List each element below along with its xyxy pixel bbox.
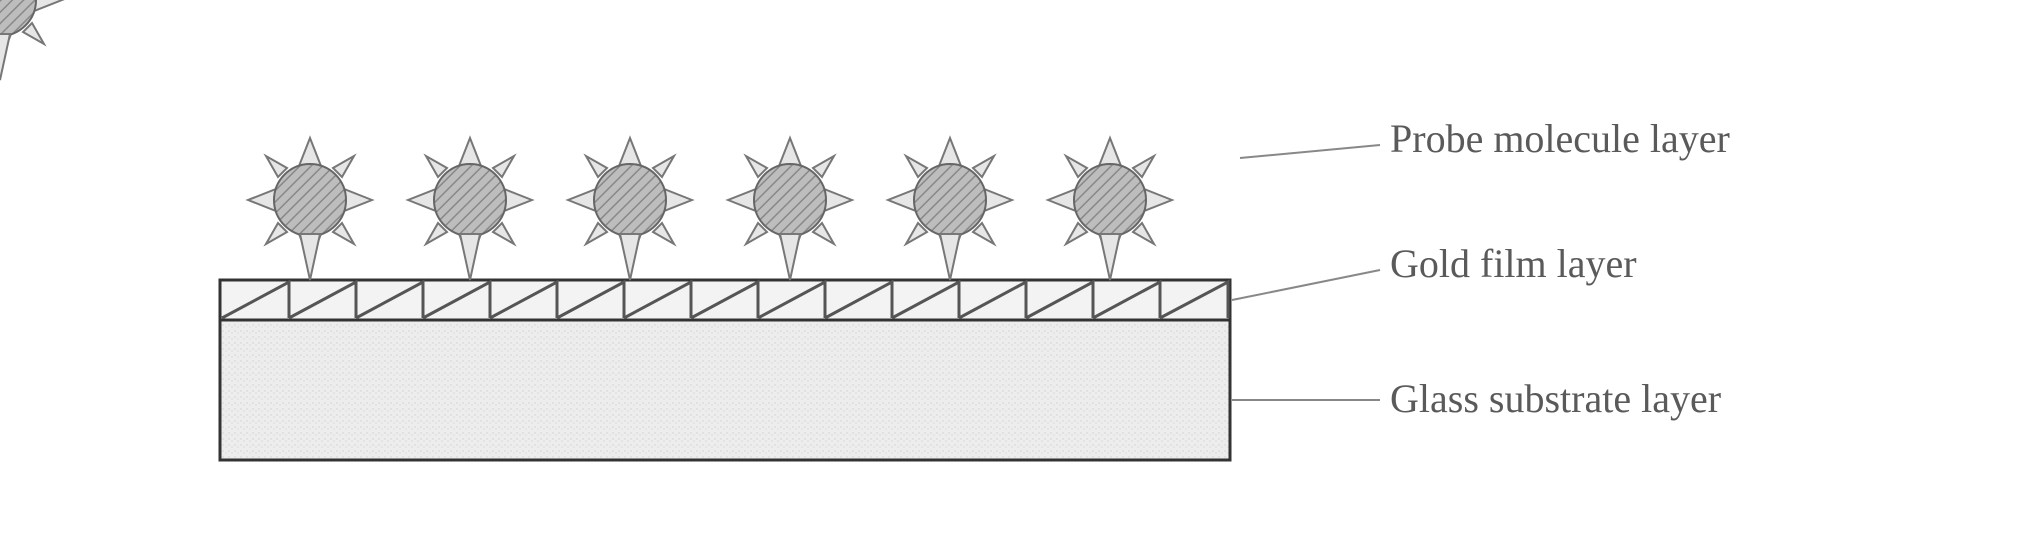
probe-molecule: [248, 138, 372, 280]
probe-molecule: [728, 138, 852, 280]
diagram-canvas: Probe molecule layer Gold film layer Gla…: [0, 0, 2017, 540]
probe-molecule: [568, 138, 692, 280]
probe-molecule: [888, 138, 1012, 280]
label-probe: Probe molecule layer: [1390, 115, 1730, 162]
label-gold: Gold film layer: [1390, 240, 1637, 287]
label-substrate: Glass substrate layer: [1390, 375, 1721, 422]
glass-substrate-layer: [220, 320, 1230, 460]
leader-gold: [1232, 270, 1380, 300]
probe-molecule: [1048, 138, 1172, 280]
layers-svg: [0, 0, 2017, 540]
leader-probe: [1240, 145, 1380, 158]
probe-molecule-row: [0, 0, 1172, 280]
probe-molecule: [408, 138, 532, 280]
